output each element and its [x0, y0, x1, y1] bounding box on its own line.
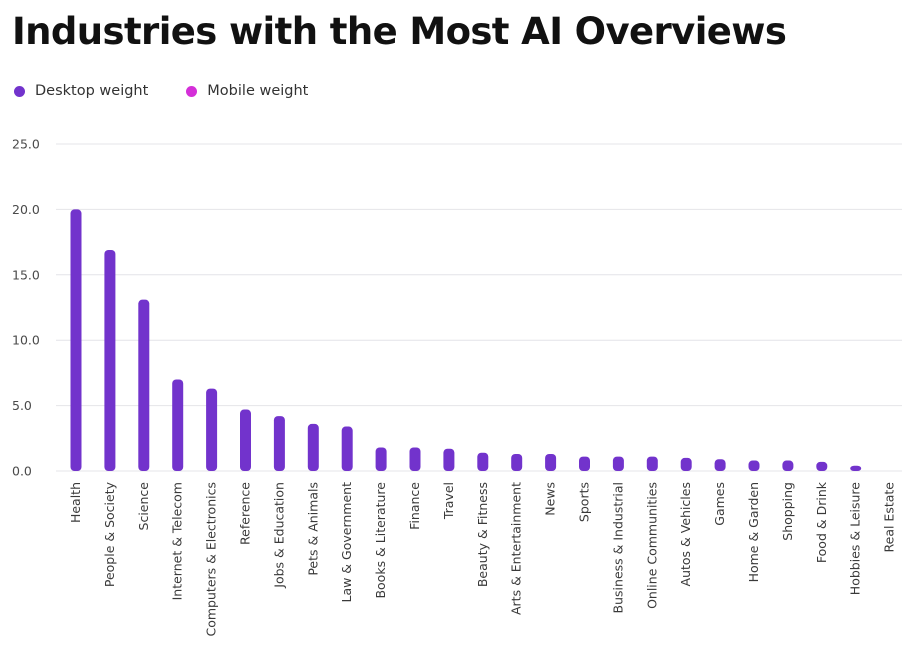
bar — [680, 457, 692, 471]
x-tick-label: People & Society — [102, 481, 117, 587]
legend-label-desktop: Desktop weight — [35, 83, 149, 99]
x-tick-label: Internet & Telecom — [170, 482, 185, 600]
bar — [748, 460, 760, 471]
x-tick-label: Shopping — [780, 482, 795, 541]
x-tick-label: Travel — [441, 482, 456, 520]
legend-swatch-desktop — [14, 85, 25, 97]
chart-title: Industries with the Most AI Overviews — [12, 10, 787, 53]
bar — [545, 453, 557, 471]
x-tick-label: Online Communities — [644, 482, 659, 609]
legend-item-desktop[interactable]: Desktop weight — [14, 83, 148, 99]
y-tick-label: 20.0 — [12, 202, 40, 217]
x-tick-label: Science — [136, 482, 151, 531]
x-tick-label: Computers & Electronics — [204, 482, 219, 636]
x-tick-label: Home & Garden — [746, 482, 761, 582]
x-tick-label: Reference — [238, 482, 253, 545]
bar — [714, 459, 726, 471]
x-tick-label: Sports — [577, 482, 592, 522]
x-tick-label: News — [543, 482, 558, 516]
y-tick-label: 15.0 — [12, 267, 40, 282]
x-tick-label: Law & Government — [339, 482, 354, 603]
y-tick-label: 25.0 — [12, 137, 40, 152]
x-tick-label: Beauty & Fitness — [475, 482, 490, 587]
bar — [70, 209, 82, 471]
bar — [511, 453, 523, 471]
bar — [477, 452, 489, 471]
x-tick-label: Pets & Animals — [305, 482, 320, 576]
y-tick-label: 10.0 — [12, 333, 40, 348]
legend: Desktop weight Mobile weight — [14, 83, 308, 99]
bar — [579, 456, 590, 471]
x-tick-label: Real Estate — [882, 482, 897, 553]
x-tick-label: Finance — [407, 482, 422, 530]
x-tick-label: Business & Industrial — [610, 482, 625, 613]
x-tick-label: Health — [68, 482, 83, 523]
bar — [612, 456, 624, 471]
x-tick-label: Food & Drink — [814, 481, 829, 563]
legend-label-mobile: Mobile weight — [207, 83, 309, 99]
bar — [172, 379, 184, 471]
bar — [375, 447, 387, 471]
bar — [138, 299, 150, 471]
bar — [443, 448, 455, 471]
bar — [816, 461, 828, 471]
x-tick-label: Hobbies & Leisure — [848, 482, 863, 595]
legend-item-mobile[interactable]: Mobile weight — [186, 83, 308, 99]
x-tick-label: Games — [712, 482, 727, 526]
y-tick-label: 5.0 — [12, 398, 32, 413]
legend-swatch-mobile — [186, 85, 198, 97]
bar — [307, 423, 319, 471]
bar — [104, 249, 116, 471]
x-tick-label: Arts & Entertainment — [509, 482, 524, 615]
bar — [341, 426, 353, 471]
bar — [782, 460, 794, 471]
bar — [206, 388, 218, 471]
bar — [273, 416, 285, 471]
y-tick-label: 0.0 — [12, 464, 32, 479]
x-tick-label: Books & Literature — [373, 482, 388, 599]
x-tick-label: Jobs & Education — [271, 482, 286, 589]
bar — [646, 456, 658, 471]
bar — [240, 409, 251, 471]
x-tick-label: Autos & Vehicles — [678, 482, 693, 586]
bar — [850, 465, 862, 471]
bar — [409, 447, 421, 471]
